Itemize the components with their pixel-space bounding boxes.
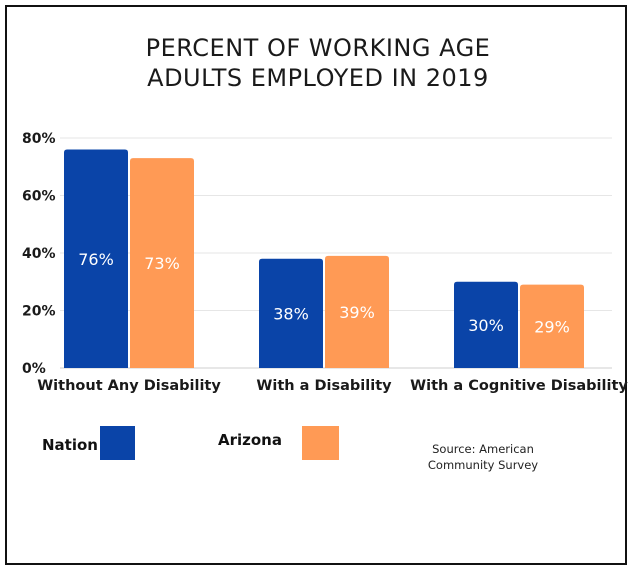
data-label: 30% xyxy=(468,316,504,335)
chart-title-line-1: PERCENT OF WORKING AGE xyxy=(145,34,491,62)
y-tick-label: 0% xyxy=(22,361,46,377)
data-label: 38% xyxy=(273,304,309,323)
legend-swatch-nation xyxy=(100,426,135,460)
bar xyxy=(130,158,194,368)
bar xyxy=(259,258,323,368)
y-tick-label: 40% xyxy=(22,246,56,262)
bar xyxy=(520,284,584,368)
x-category-label: Without Any Disability xyxy=(37,378,221,394)
y-tick-label: 20% xyxy=(22,304,56,320)
legend-swatch-arizona xyxy=(302,426,339,460)
bar-chart: 0% 20% 40% 60% 80% 76% 73% Without Any Disabili… xyxy=(22,131,628,394)
data-label: 76% xyxy=(78,250,114,269)
chart-title: PERCENT OF WORKING AGE ADULTS EMPLOYED I… xyxy=(0,33,636,93)
bar xyxy=(64,149,128,368)
chart-title-line-2: ADULTS EMPLOYED IN 2019 xyxy=(147,64,489,92)
x-category-label: With a Cognitive Disability xyxy=(410,378,628,394)
y-tick-label: 60% xyxy=(22,189,56,205)
legend-label-nation: Nation xyxy=(42,436,98,454)
y-tick-label: 80% xyxy=(22,131,56,147)
legend-label-arizona: Arizona xyxy=(218,431,282,449)
data-label: 73% xyxy=(144,254,180,273)
data-label: 29% xyxy=(534,317,570,336)
bar xyxy=(454,281,518,368)
source-note: Source: American Community Survey xyxy=(427,442,539,472)
bar xyxy=(325,255,389,368)
x-category-label: With a Disability xyxy=(256,378,392,394)
data-label: 39% xyxy=(339,303,375,322)
